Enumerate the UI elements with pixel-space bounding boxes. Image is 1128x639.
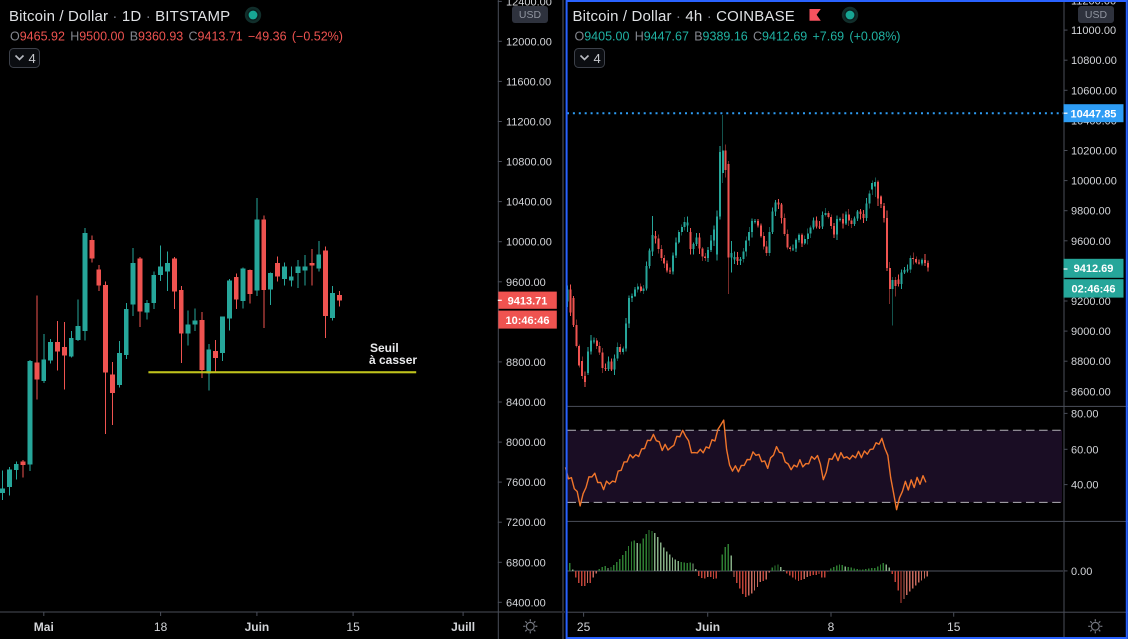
svg-text:USD: USD (519, 9, 542, 21)
svg-text:6800.00: 6800.00 (506, 557, 546, 569)
svg-text:10447.85: 10447.85 (1071, 109, 1117, 121)
svg-text:12400.00: 12400.00 (506, 0, 552, 8)
svg-text:Bitcoin / Dollar · 1D · BITSTA: Bitcoin / Dollar · 1D · BITSTAMP (9, 8, 230, 25)
svg-text:9600.00: 9600.00 (506, 277, 546, 289)
svg-text:10:46:46: 10:46:46 (505, 315, 549, 327)
svg-text:USD: USD (1085, 9, 1108, 21)
svg-text:Juin: Juin (245, 620, 270, 634)
svg-text:9600.00: 9600.00 (1071, 236, 1111, 248)
svg-text:02:46:46: 02:46:46 (1071, 284, 1115, 296)
svg-text:Juill: Juill (451, 620, 475, 634)
svg-text:0.00: 0.00 (1071, 566, 1092, 578)
svg-text:9000.00: 9000.00 (1071, 326, 1111, 338)
svg-text:Mai: Mai (34, 620, 54, 634)
svg-text:O9465.92 H9500.00 B9360.93 C94: O9465.92 H9500.00 B9360.93 C9413.71 −49.… (10, 29, 343, 43)
svg-text:4: 4 (29, 51, 36, 66)
svg-text:10200.00: 10200.00 (1071, 146, 1117, 158)
svg-text:Juin: Juin (695, 620, 720, 634)
svg-text:10000.00: 10000.00 (506, 237, 552, 249)
svg-text:9200.00: 9200.00 (1071, 296, 1111, 308)
svg-text:8400.00: 8400.00 (506, 397, 546, 409)
svg-text:6400.00: 6400.00 (506, 597, 546, 609)
svg-text:8800.00: 8800.00 (506, 357, 546, 369)
svg-text:8000.00: 8000.00 (506, 437, 546, 449)
svg-text:25: 25 (577, 620, 591, 634)
svg-text:11200.00: 11200.00 (1071, 0, 1116, 8)
svg-text:8600.00: 8600.00 (1071, 386, 1111, 398)
svg-text:15: 15 (947, 620, 961, 634)
svg-text:10000.00: 10000.00 (1071, 176, 1117, 188)
svg-text:11200.00: 11200.00 (506, 117, 551, 129)
svg-text:60.00: 60.00 (1071, 444, 1099, 456)
svg-text:10400.00: 10400.00 (506, 197, 552, 209)
svg-text:9412.69: 9412.69 (1074, 263, 1114, 275)
svg-text:8800.00: 8800.00 (1071, 356, 1111, 368)
svg-text:7200.00: 7200.00 (506, 517, 546, 529)
svg-text:à casser: à casser (369, 353, 417, 367)
svg-text:12000.00: 12000.00 (506, 36, 552, 48)
svg-text:10800.00: 10800.00 (506, 157, 552, 169)
svg-text:9800.00: 9800.00 (1071, 206, 1111, 218)
svg-text:40.00: 40.00 (1071, 480, 1099, 492)
svg-text:O9405.00 H9447.67 B9389.16 C94: O9405.00 H9447.67 B9389.16 C9412.69 +7.6… (575, 29, 901, 43)
svg-text:Bitcoin / Dollar · 4h · COINBA: Bitcoin / Dollar · 4h · COINBASE (573, 8, 795, 25)
svg-text:9413.71: 9413.71 (508, 295, 548, 307)
svg-text:80.00: 80.00 (1071, 408, 1099, 420)
svg-text:11000.00: 11000.00 (1071, 25, 1116, 37)
svg-text:15: 15 (346, 620, 360, 634)
svg-text:10800.00: 10800.00 (1071, 55, 1117, 67)
svg-text:11600.00: 11600.00 (506, 76, 551, 88)
svg-text:4: 4 (594, 51, 601, 66)
svg-text:10600.00: 10600.00 (1071, 85, 1117, 97)
svg-text:7600.00: 7600.00 (506, 477, 546, 489)
svg-text:Seuil: Seuil (370, 341, 399, 355)
svg-text:18: 18 (154, 620, 168, 634)
svg-text:8: 8 (828, 620, 835, 634)
